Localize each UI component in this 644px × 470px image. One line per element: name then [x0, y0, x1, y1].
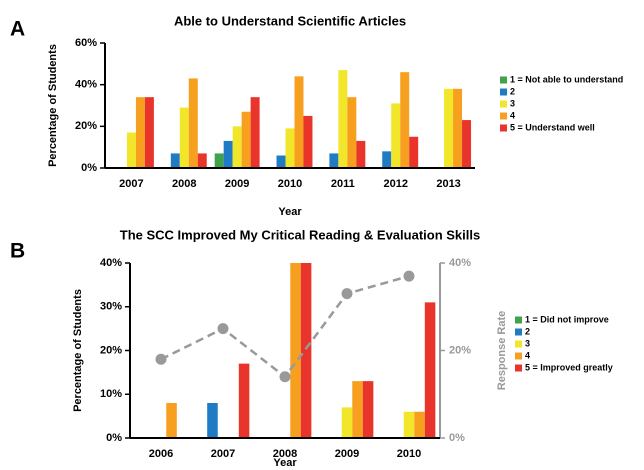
bar	[338, 70, 348, 168]
bar	[341, 407, 353, 438]
bar	[352, 381, 363, 438]
bar	[453, 88, 463, 168]
bar	[250, 97, 260, 168]
bar	[285, 128, 295, 168]
legend-swatch	[500, 76, 507, 84]
bar	[170, 153, 180, 168]
x-tick-label: 2008	[273, 448, 297, 460]
x-axis-label: Year	[278, 206, 302, 218]
legend-swatch	[500, 88, 507, 96]
y-tick-label: 40%	[100, 257, 122, 269]
bar	[214, 153, 224, 168]
bar	[144, 97, 154, 168]
x-tick-label: 2010	[278, 178, 302, 190]
x-tick-label: 2007	[211, 448, 235, 460]
legend-label: 1 = Not able to understand	[510, 74, 623, 84]
x-tick-label: 2012	[383, 178, 407, 190]
bar	[403, 411, 415, 438]
bar	[276, 155, 286, 168]
y-tick-label: 20%	[75, 120, 97, 132]
legend-label: 2	[510, 86, 515, 96]
line-point	[217, 323, 229, 335]
y-tick-label: 0%	[106, 432, 122, 444]
x-tick-label: 2009	[225, 178, 249, 190]
x-tick-label: 2007	[119, 178, 143, 190]
x-tick-label: 2008	[172, 178, 196, 190]
bar	[238, 363, 250, 438]
legend-swatch	[515, 328, 522, 336]
x-tick-label: 2006	[149, 448, 173, 460]
bar	[294, 76, 304, 168]
response-line	[160, 274, 410, 379]
bar	[409, 136, 419, 168]
bar	[241, 111, 251, 168]
y-tick-label: 0%	[81, 162, 97, 174]
y-tick-label: 30%	[100, 301, 122, 313]
x-tick-label: 2011	[331, 178, 355, 190]
legend-label: 4	[525, 350, 530, 360]
x-tick-label: 2009	[335, 448, 359, 460]
line-point	[403, 270, 415, 282]
legend-swatch	[500, 100, 507, 108]
bar	[424, 302, 436, 438]
bar	[303, 115, 313, 168]
bar	[444, 88, 454, 168]
y-tick-label: 40%	[75, 79, 97, 91]
legend-label: 1 = Did not improve	[525, 314, 609, 324]
bar	[347, 97, 357, 168]
line-point	[155, 353, 167, 365]
chart-title: Able to Understand Scientific Articles	[174, 13, 406, 28]
bar	[391, 103, 401, 168]
y2-tick-label: 20%	[449, 344, 471, 356]
y2-tick-label: 0%	[449, 432, 465, 444]
y-tick-label: 20%	[100, 344, 122, 356]
legend-label: 5 = Understand well	[510, 122, 595, 132]
bar	[362, 381, 374, 438]
bar	[356, 140, 366, 168]
bar	[207, 403, 218, 438]
bar	[197, 153, 207, 168]
bar	[462, 120, 472, 168]
bar	[400, 72, 410, 168]
bar	[382, 151, 392, 168]
line-point	[341, 288, 353, 300]
legend-label: 3	[510, 98, 515, 108]
bar	[414, 411, 425, 438]
x-tick-label: 2013	[436, 178, 460, 190]
chart-title: The SCC Improved My Critical Reading & E…	[120, 227, 480, 242]
x-axis-label: Year	[273, 457, 297, 469]
line-point	[279, 371, 291, 383]
y2-tick-label: 40%	[449, 257, 471, 269]
y-axis-label: Percentage of Students	[72, 289, 84, 412]
bar	[232, 126, 242, 168]
bar	[329, 153, 339, 168]
legend-swatch	[515, 316, 522, 324]
x-tick-label: 2010	[397, 448, 421, 460]
bar	[290, 263, 301, 438]
legend-swatch	[500, 124, 507, 132]
y-axis-label: Percentage of Students	[47, 44, 59, 167]
panel-label: A	[10, 18, 25, 41]
legend-label: 5 = Improved greatly	[525, 362, 613, 372]
bar	[179, 107, 189, 168]
legend-swatch	[515, 352, 522, 360]
bar	[223, 140, 233, 168]
bar	[126, 132, 136, 168]
legend-swatch	[515, 364, 522, 372]
y-tick-label: 10%	[100, 388, 122, 400]
bar	[300, 263, 312, 438]
legend-swatch	[515, 340, 522, 348]
legend-label: 4	[510, 110, 515, 120]
panel-label: B	[10, 240, 25, 263]
bar	[135, 97, 145, 168]
legend-label: 2	[525, 326, 530, 336]
y2-axis-label: Response Rate	[496, 311, 508, 390]
bar	[188, 78, 198, 168]
legend-swatch	[500, 112, 507, 120]
legend-label: 3	[525, 338, 530, 348]
bar	[166, 403, 177, 438]
y-tick-label: 60%	[75, 37, 97, 49]
